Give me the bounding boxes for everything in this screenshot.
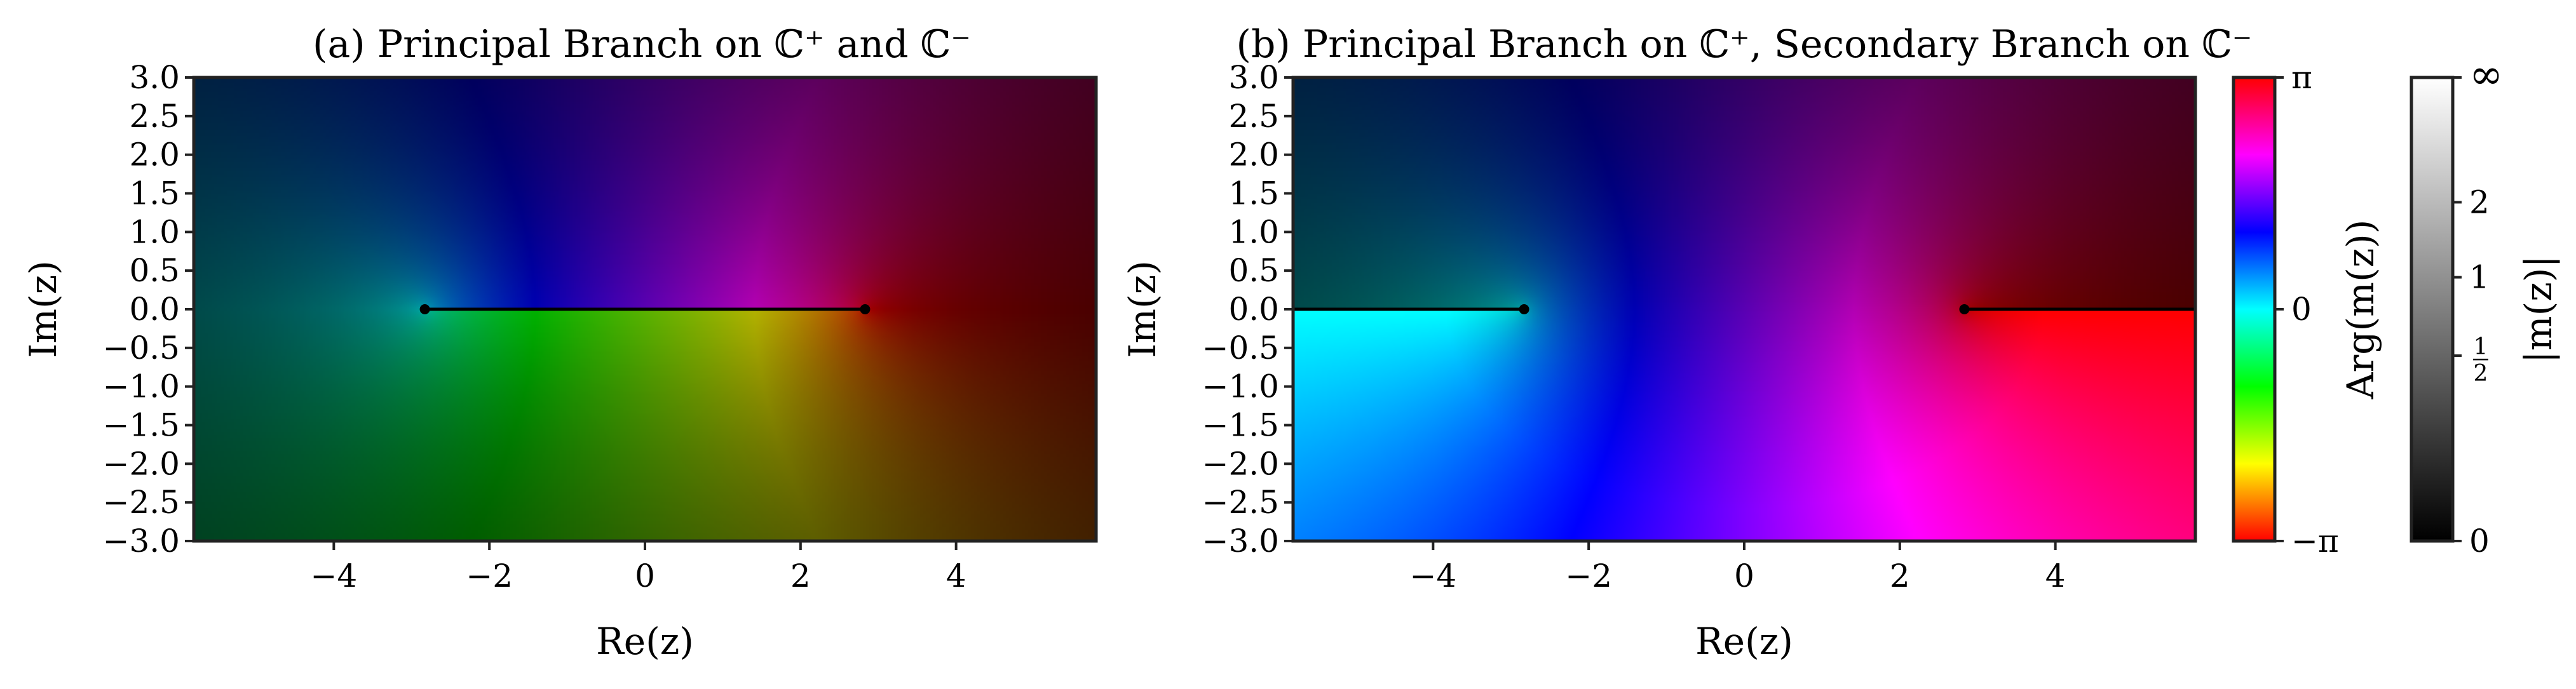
panel-a-ytick-label: −1.0 (103, 368, 180, 405)
panel-b-xtick-label: 2 (1890, 558, 1910, 594)
panel-b-ytick-label: −2.0 (1202, 445, 1279, 482)
panel-a-xtick-label: 4 (946, 558, 966, 594)
colorbar-arg-label: Arg(m(z)) (2339, 220, 2382, 400)
branch-point (1519, 304, 1529, 314)
colorbar-arg-tick-label: 0 (2291, 291, 2312, 328)
panel-b-xtick-label: −2 (1565, 558, 1612, 594)
panel-a-xtick-label: 2 (790, 558, 811, 594)
panel-b-ytick-label: −1.5 (1202, 407, 1279, 444)
panel-b-branch-overlay (1293, 304, 2195, 314)
panel-a-xtick-label: −2 (466, 558, 513, 594)
panel-b-ylabel: Im(z) (1121, 260, 1164, 358)
colorbar-mod-gradient (2410, 76, 2455, 543)
panel-b-xtick-label: −4 (1409, 558, 1456, 594)
panel-a-xtick-label: −4 (310, 558, 357, 594)
panel-b-ytick-label: −3.0 (1202, 523, 1279, 559)
panel-b-ytick-label: 0.5 (1228, 252, 1279, 289)
panel-b: (b) Principal Branch on ℂ⁺, Secondary Br… (1121, 22, 2252, 663)
panel-a-xlabel: Re(z) (596, 620, 694, 663)
panel-b-xtick-label: 4 (2045, 558, 2066, 594)
panel-b-ytick-label: 1.5 (1228, 175, 1279, 212)
panel-a-ytick-label: 2.5 (129, 98, 180, 135)
colorbar-mod-tick-label: 2 (2474, 361, 2488, 387)
colorbar-arg-ticks: π 0 −π (2275, 59, 2339, 559)
panel-a-xaxis: −4 −2 0 2 4 (310, 541, 966, 594)
panel-a-ytick-label: 1.5 (129, 175, 180, 212)
panel-a-title: (a) Principal Branch on ℂ⁺ and ℂ⁻ (313, 22, 971, 67)
panel-a-yaxis: 3.02.52.01.51.00.50.0−0.5−1.0−1.5−2.0−2.… (103, 59, 194, 559)
panel-b-title: (b) Principal Branch on ℂ⁺, Secondary Br… (1237, 22, 2253, 67)
panel-a-ylabel: Im(z) (22, 260, 65, 358)
panel-b-ytick-label: −1.0 (1202, 368, 1279, 405)
panel-a-ytick-label: 2.0 (129, 137, 180, 173)
colorbar-arg-tick-label: π (2291, 59, 2312, 96)
panel-a: (a) Principal Branch on ℂ⁺ and ℂ⁻ −4 −2 0 2… (22, 22, 1098, 663)
colorbar-arg-gradient (2232, 76, 2277, 543)
panel-b-ytick-label: 2.0 (1228, 137, 1279, 173)
panel-a-branch-overlay (419, 304, 871, 314)
panel-a-ytick-label: 1.0 (129, 213, 180, 250)
colorbar-arg-tick-label: −π (2291, 523, 2339, 559)
panel-b-yaxis: 3.02.52.01.51.00.50.0−0.5−1.0−1.5−2.0−2.… (1202, 59, 1293, 559)
colorbar-mod-tick-label: 1 (2469, 259, 2490, 296)
colorbar-arg: π 0 −π Arg(m(z)) (2232, 59, 2382, 559)
panel-a-ytick-label: 0.0 (129, 291, 180, 328)
panel-b-ytick-label: 1.0 (1228, 213, 1279, 250)
branch-point (860, 304, 871, 314)
panel-b-ytick-label: 2.5 (1228, 98, 1279, 135)
colorbar-mod-tick-label: ∞ (2469, 51, 2503, 98)
colorbar-mod-tick-label: 1 (2474, 334, 2488, 360)
colorbar-mod-tick-label: 0 (2469, 523, 2490, 559)
panel-a-ytick-label: −2.0 (103, 445, 180, 482)
colorbar-mod-tick-label: 2 (2469, 184, 2490, 220)
panel-a-ytick-label: 3.0 (129, 59, 180, 96)
panel-b-ytick-label: −0.5 (1202, 330, 1279, 366)
panel-a-ytick-label: −1.5 (103, 407, 180, 444)
panel-a-xtick-label: 0 (635, 558, 655, 594)
panel-b-xlabel: Re(z) (1695, 620, 1793, 663)
panel-b-xaxis: −4 −2 0 2 4 (1409, 541, 2066, 594)
panel-a-ytick-label: 0.5 (129, 252, 180, 289)
panel-b-ytick-label: −2.5 (1202, 484, 1279, 521)
branch-point (1959, 304, 1970, 314)
panel-a-ytick-label: −0.5 (103, 330, 180, 366)
panel-b-ytick-label: 0.0 (1228, 291, 1279, 328)
panel-b-xtick-label: 0 (1734, 558, 1754, 594)
panel-a-ytick-label: −2.5 (103, 484, 180, 521)
colorbar-mod-label: |m(z)| (2517, 255, 2560, 363)
panel-a-ytick-label: −3.0 (103, 523, 180, 559)
branch-point (419, 304, 430, 314)
panel-b-ytick-label: 3.0 (1228, 59, 1279, 96)
